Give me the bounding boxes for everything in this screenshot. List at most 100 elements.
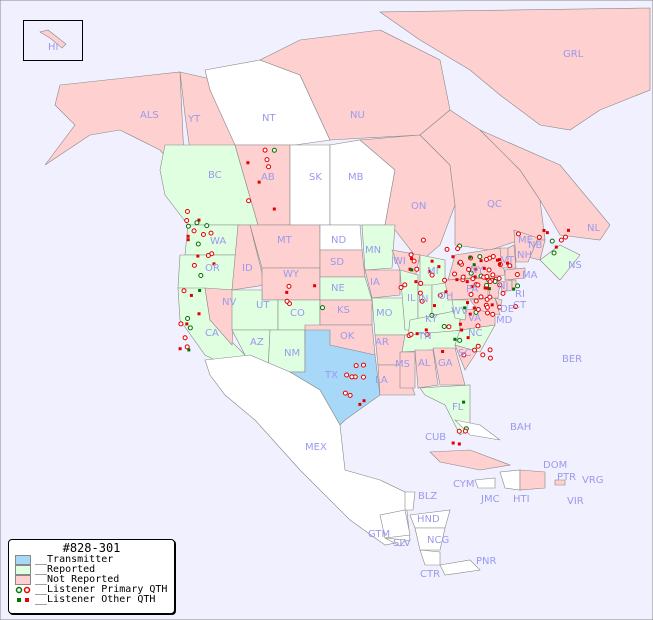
region-label-hti: HTI (513, 494, 530, 505)
listener-other-qth (358, 402, 362, 406)
listener-primary-qth (424, 331, 430, 337)
listener-other-qth (468, 255, 472, 259)
listener-primary-qth (446, 324, 452, 330)
listener-other-qth (424, 328, 428, 332)
listener-primary-qth (408, 331, 414, 337)
listener-other-qth (512, 287, 516, 291)
region-label-ab: AB (261, 172, 275, 183)
region-label-bah: BAH (510, 422, 531, 433)
region-label-ky: KY (425, 314, 438, 325)
listener-other-qth (490, 303, 494, 307)
region-label-ks: KS (337, 305, 350, 316)
listener-primary-qth (198, 272, 204, 278)
region-pnr (439, 559, 481, 576)
region-grl (379, 7, 651, 131)
listener-primary-qth (205, 252, 211, 258)
listener-primary-qth (414, 266, 420, 272)
region-label-bc: BC (208, 170, 222, 181)
listener-primary-qth (456, 428, 462, 434)
region-label-nd: ND (331, 235, 346, 246)
listener-primary-qth (360, 374, 366, 380)
listener-other-qth (212, 262, 216, 266)
region-label-ca: CA (205, 328, 219, 339)
region-label-ms: MS (395, 359, 410, 370)
listener-primary-qth (286, 283, 292, 289)
listener-primary-qth (486, 267, 492, 273)
listener-primary-qth (200, 232, 206, 238)
listener-other-qth (198, 288, 202, 292)
listener-other-qth (246, 161, 250, 165)
listener-primary-qth (208, 230, 214, 236)
listener-other-qth (410, 268, 414, 272)
region-label-dom: DOM (543, 460, 567, 471)
region-label-mex: MEX (305, 442, 327, 453)
listener-other-qth (186, 238, 190, 242)
listener-other-qth (197, 312, 201, 316)
listener-other-qth (505, 261, 509, 265)
listener-primary-qth (204, 223, 210, 229)
listener-primary-qth (551, 250, 557, 256)
listener-other-qth (441, 349, 445, 353)
listener-primary-qth (515, 283, 521, 289)
listener-primary-qth (475, 323, 481, 329)
region-label-wv: WV (451, 306, 468, 317)
listener-other-qth (465, 280, 469, 284)
listener-primary-qth (420, 237, 426, 243)
legend-title: #828-301 (62, 541, 121, 555)
region-label-slv: SLV (393, 538, 411, 549)
region-label-or: OR (205, 263, 220, 274)
region-label-wy: WY (283, 269, 300, 280)
listener-primary-qth (181, 288, 187, 294)
region-label-vt: VT (501, 255, 515, 266)
region-label-gtm: GTM (368, 529, 390, 540)
region-label-als: ALS (140, 110, 159, 121)
region-nv (204, 287, 236, 346)
listener-primary-qth (360, 362, 366, 368)
listener-other-qth (466, 336, 470, 340)
listener-primary-qth (514, 271, 520, 277)
region-label-il: IL (407, 293, 416, 304)
listener-primary-qth (191, 228, 197, 234)
listener-other-qth (474, 267, 478, 271)
listener-other-qth (187, 348, 191, 352)
region-label-ia: IA (370, 277, 380, 288)
square-marker-icon (15, 596, 31, 604)
region-label-ctr: CTR (420, 569, 440, 580)
listener-primary-qth (457, 337, 463, 343)
listener-primary-qth (344, 372, 350, 378)
region-label-hnd: HND (417, 514, 440, 525)
region-label-la: LA (375, 375, 388, 386)
listener-primary-qth (487, 294, 493, 300)
region-ms (399, 351, 416, 389)
legend-not-reported: __Not Reported (9, 575, 174, 585)
listener-primary-qth (460, 274, 466, 280)
listener-other-qth (473, 275, 477, 279)
region-label-ar: AR (375, 337, 389, 348)
region-label-jmc: JMC (480, 494, 500, 505)
listener-primary-qth (187, 325, 193, 331)
listener-other-qth (458, 322, 462, 326)
listener-primary-qth (262, 147, 268, 153)
region-label-ny: NY (470, 265, 484, 276)
region-label-oh: OH (438, 291, 453, 302)
listener-primary-qth (485, 310, 491, 316)
region-label-va: VA (468, 313, 481, 324)
legend-transmitter: __Transmitter (9, 555, 174, 565)
region-label-sc: SC (458, 348, 471, 359)
listener-primary-qth (536, 234, 542, 240)
region-label-mo: MO (376, 308, 393, 319)
region-label-ber: BER (562, 354, 582, 365)
region-al (414, 349, 439, 389)
listener-primary-qth (475, 343, 481, 349)
listener-primary-qth (194, 220, 200, 226)
region-label-grl: GRL (563, 49, 584, 60)
region-label-nb: NB (528, 240, 542, 251)
listener-other-qth (437, 265, 441, 269)
listener-primary-qth (477, 254, 483, 260)
region-ns (539, 244, 581, 281)
listener-other-qth (497, 258, 501, 262)
listener-primary-qth (472, 347, 478, 353)
region-tx (288, 329, 381, 426)
listener-primary-qth (411, 258, 417, 264)
